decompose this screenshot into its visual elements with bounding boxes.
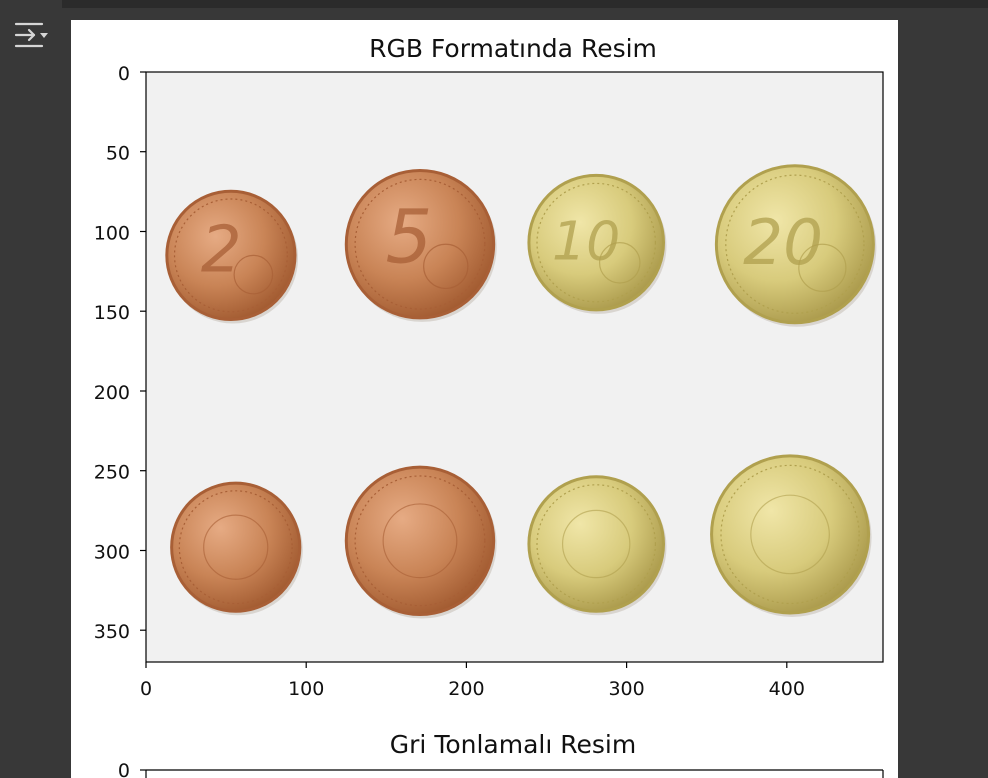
- plot2-y-axis: 0: [118, 760, 146, 778]
- plot1-xtick-label: 0: [140, 678, 152, 700]
- plot1-axes-frame: [145, 71, 884, 663]
- plot1-ytick-label: 100: [94, 223, 130, 245]
- cell-gutter: [0, 0, 62, 778]
- coin-globe: [798, 243, 847, 292]
- coin-disc: [344, 169, 496, 320]
- figure-canvas: RGB Formatında Resim 2 5 10 20 0 50 100 150…: [94, 34, 884, 778]
- coin: 2: [165, 189, 299, 324]
- plot1-ytick-label: 200: [94, 382, 130, 404]
- coin-emblem: [750, 494, 830, 575]
- plot1-x-axis: 0 100 200 300 400: [140, 662, 805, 700]
- plot1-xtick-label: 100: [288, 678, 324, 700]
- coin-disc: [714, 164, 875, 325]
- plot1-ytick-label: 350: [94, 621, 130, 643]
- coin-globe: [423, 243, 469, 290]
- coin-disc: [170, 481, 302, 613]
- plot2-ytick-label: 0: [118, 760, 130, 778]
- coin: [527, 475, 667, 616]
- coin-denomination: 20: [743, 206, 823, 279]
- right-pane: [898, 8, 988, 778]
- coin: 20: [714, 164, 877, 327]
- coin-denomination: 2: [201, 213, 242, 287]
- coin-denomination: 5: [385, 196, 432, 281]
- coin-rim: [173, 198, 288, 313]
- coin: 5: [344, 169, 497, 322]
- coin-emblem: [561, 509, 631, 579]
- plot1-xtick-label: 300: [608, 678, 644, 700]
- plot1-ytick-label: 150: [94, 302, 130, 324]
- coin-disc: [710, 454, 871, 615]
- plot2-title: Gri Tonlamalı Resim: [390, 730, 636, 759]
- coin-disc: [165, 189, 297, 321]
- coin-rim: [354, 475, 486, 607]
- coin: 10: [527, 173, 667, 314]
- plot1-ytick-label: 0: [118, 63, 130, 85]
- coin-rim: [536, 182, 657, 303]
- coin: [170, 481, 303, 616]
- coin: [710, 454, 872, 617]
- plot1-xtick-label: 400: [769, 678, 805, 700]
- coin: [344, 465, 497, 619]
- coin-denomination: 10: [552, 209, 620, 272]
- plot-figure: RGB Formatında Resim 2 5 10 20 0 50 100 150…: [71, 20, 898, 778]
- coin-disc: [344, 465, 496, 617]
- plot1-xtick-label: 200: [448, 678, 484, 700]
- coin-emblem: [382, 503, 458, 579]
- plot1-ytick-label: 300: [94, 542, 130, 564]
- coin-rim: [354, 178, 486, 310]
- coin-rim: [720, 464, 860, 605]
- coin-rim: [178, 490, 293, 605]
- coin-disc: [527, 475, 666, 613]
- coin-disc: [527, 173, 666, 312]
- output-collapse-icon: [14, 22, 48, 48]
- coin-globe: [598, 242, 641, 284]
- coin-emblem: [203, 514, 269, 580]
- plot1-ytick-label: 50: [106, 143, 130, 165]
- coin-rim: [536, 484, 657, 604]
- plot1-y-axis: 0 50 100 150 200 250 300 350: [94, 63, 146, 643]
- plot1-coins: 2 5 10 20: [165, 164, 877, 619]
- output-toggle-button[interactable]: [12, 18, 52, 54]
- coin-rim: [725, 174, 865, 314]
- coin-globe: [233, 254, 274, 295]
- plot1-title: RGB Formatında Resim: [369, 34, 657, 63]
- plot1-ytick-label: 250: [94, 462, 130, 484]
- top-bar: [0, 0, 988, 8]
